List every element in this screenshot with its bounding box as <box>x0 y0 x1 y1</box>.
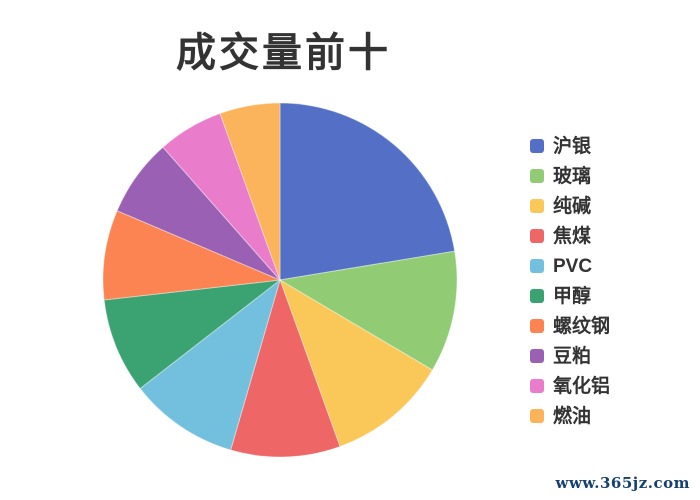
legend-item-label: 玻璃 <box>553 165 592 187</box>
pie-slice-燃油[interactable] <box>219 102 281 281</box>
legend-item-氧化铝[interactable]: 氧化铝 <box>530 371 610 401</box>
legend-item-label: 焦煤 <box>553 225 592 247</box>
chart-title: 成交量前十 <box>176 31 391 75</box>
pie-slice-氧化铝[interactable] <box>162 112 281 281</box>
legend-item-焦煤[interactable]: 焦煤 <box>530 221 610 251</box>
legend-item-label: 沪银 <box>553 135 592 157</box>
legend-swatch-icon <box>530 319 544 333</box>
legend-item-燃油[interactable]: 燃油 <box>530 401 610 431</box>
legend-item-沪银[interactable]: 沪银 <box>530 131 610 161</box>
pie-slice-PVC[interactable] <box>139 278 281 451</box>
legend-item-label: 甲醇 <box>553 285 592 307</box>
legend-item-label: 螺纹钢 <box>553 315 611 337</box>
legend-swatch-icon <box>530 289 544 303</box>
legend-item-甲醇[interactable]: 甲醇 <box>530 281 610 311</box>
legend-item-纯碱[interactable]: 纯碱 <box>530 191 610 221</box>
watermark: www.365jz.com <box>555 474 690 492</box>
legend-item-label: 氧化铝 <box>553 375 611 397</box>
pie-slice-甲醇[interactable] <box>103 279 282 390</box>
legend-item-label: PVC <box>553 255 593 277</box>
legend-item-PVC[interactable]: PVC <box>530 251 610 281</box>
legend-item-玻璃[interactable]: 玻璃 <box>530 161 610 191</box>
legend-swatch-icon <box>530 379 544 393</box>
pie-slice-纯碱[interactable] <box>279 278 434 448</box>
legend-swatch-icon <box>530 259 544 273</box>
legend-item-豆粕[interactable]: 豆粕 <box>530 341 610 371</box>
legend-item-label: 纯碱 <box>553 195 592 217</box>
pie-slice-玻璃[interactable] <box>278 250 458 371</box>
legend-swatch-icon <box>530 199 544 213</box>
pie-slice-沪银[interactable] <box>279 102 456 281</box>
legend-item-label: 豆粕 <box>553 345 592 367</box>
legend: 沪银 玻璃 纯碱 焦煤 PVC 甲醇 螺纹钢 豆粕 氧化铝 燃油 <box>530 131 610 431</box>
legend-item-螺纹钢[interactable]: 螺纹钢 <box>530 311 610 341</box>
legend-swatch-icon <box>530 349 544 363</box>
legend-swatch-icon <box>530 169 544 183</box>
legend-item-label: 燃油 <box>553 405 592 427</box>
legend-swatch-icon <box>530 229 544 243</box>
legend-swatch-icon <box>530 139 544 153</box>
pie-slice-豆粕[interactable] <box>116 146 281 281</box>
legend-swatch-icon <box>530 409 544 423</box>
pie-slice-焦煤[interactable] <box>230 278 341 458</box>
pie-slice-螺纹钢[interactable] <box>102 210 282 301</box>
